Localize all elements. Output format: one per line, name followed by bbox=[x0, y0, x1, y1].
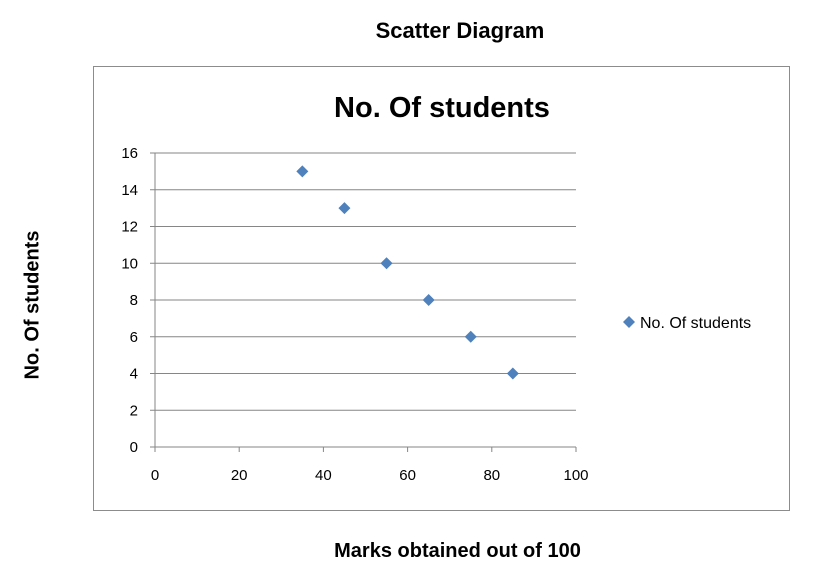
y-tick-label: 10 bbox=[121, 255, 138, 272]
data-points bbox=[296, 165, 519, 380]
x-tick-label: 100 bbox=[563, 467, 588, 484]
chart-title: No. Of students bbox=[334, 92, 550, 124]
page-title: Scatter Diagram bbox=[375, 18, 545, 43]
y-tick-label: 16 bbox=[121, 145, 138, 162]
y-tick-label: 2 bbox=[130, 402, 138, 419]
y-tick-label: 8 bbox=[130, 292, 138, 309]
data-point bbox=[422, 294, 435, 306]
chart-area: 0 2 4 6 8 10 12 14 16 0 20 40 60 80 100 No. Of studen… bbox=[93, 66, 790, 511]
axes bbox=[150, 152, 577, 452]
data-point bbox=[464, 330, 477, 343]
scatter-chart: 0 2 4 6 8 10 12 14 16 0 20 40 60 80 100 No. Of studen… bbox=[121, 92, 751, 484]
x-tick-label: 80 bbox=[483, 467, 500, 484]
y-tick-label: 14 bbox=[121, 182, 138, 199]
x-tick-label: 20 bbox=[231, 467, 248, 484]
y-tick-label: 6 bbox=[130, 329, 138, 346]
y-tick-label: 4 bbox=[130, 366, 138, 383]
legend-label: No. Of students bbox=[640, 315, 751, 332]
y-tick-label: 0 bbox=[130, 439, 138, 456]
data-point bbox=[506, 367, 519, 380]
data-point bbox=[338, 202, 351, 215]
x-tick-label: 0 bbox=[151, 467, 159, 484]
x-tick-label: 40 bbox=[315, 467, 332, 484]
grid-lines bbox=[155, 152, 576, 411]
x-tick-label: 60 bbox=[399, 467, 416, 484]
y-tick-label: 12 bbox=[121, 219, 138, 236]
y-tick-labels: 0 2 4 6 8 10 12 14 16 bbox=[121, 145, 138, 456]
legend: No. Of students bbox=[623, 315, 751, 332]
y-axis-outer-label: No. Of students bbox=[21, 230, 44, 380]
x-tick-labels: 0 20 40 60 80 100 bbox=[151, 467, 589, 484]
x-axis-outer-label: Marks obtained out of 100 bbox=[334, 540, 581, 562]
data-point bbox=[380, 257, 393, 270]
data-point bbox=[296, 165, 309, 178]
legend-marker bbox=[623, 316, 635, 328]
